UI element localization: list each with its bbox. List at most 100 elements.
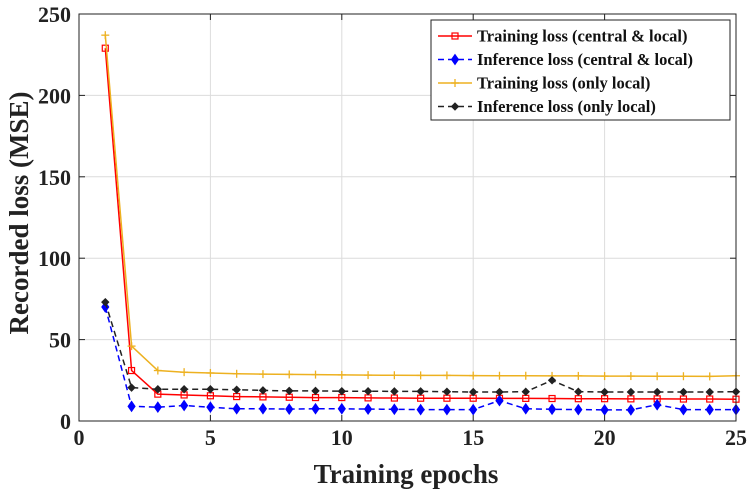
data-point [153, 401, 162, 414]
data-point [451, 32, 459, 40]
data-point [442, 371, 451, 380]
data-point [127, 383, 136, 392]
data-point [705, 372, 714, 381]
data-point [469, 371, 478, 380]
data-point [574, 371, 583, 380]
data-point [337, 387, 347, 396]
data-point [495, 394, 504, 407]
data-point [626, 387, 636, 397]
data-point [153, 385, 163, 394]
y-tick-label: 200 [38, 83, 71, 108]
legend-label: Inference loss (central & local) [477, 50, 693, 69]
legend: Training loss (central & local) Inference… [430, 19, 731, 121]
data-point [548, 394, 556, 403]
data-point [679, 387, 688, 397]
data-point [285, 370, 294, 379]
series-line [104, 48, 737, 400]
data-point [705, 403, 714, 416]
data-point [364, 371, 373, 380]
data-point [468, 387, 478, 397]
data-point [521, 402, 530, 415]
series-2 [101, 301, 741, 416]
y-tick-label: 150 [38, 165, 71, 190]
data-point [626, 372, 635, 381]
legend-label: Inference loss (only local) [477, 97, 656, 116]
legend-entry: Training loss (central & local) [438, 27, 688, 46]
series-4 [101, 297, 741, 397]
data-point [600, 404, 609, 416]
legend-label: Training loss (central & local) [477, 27, 688, 46]
data-point [600, 387, 609, 397]
data-point [180, 399, 189, 412]
data-point [705, 387, 714, 397]
data-point [679, 403, 688, 416]
data-point [390, 387, 399, 396]
y-tick-label: 50 [49, 328, 71, 353]
data-point [390, 403, 399, 416]
data-point [495, 387, 504, 397]
series-3 [101, 31, 740, 381]
data-point [521, 371, 530, 380]
data-point [442, 403, 452, 416]
data-point [179, 385, 189, 394]
x-tick-label: 15 [462, 425, 484, 450]
data-point [495, 371, 504, 380]
data-point [311, 402, 320, 415]
data-point [311, 370, 320, 379]
data-point [442, 387, 452, 396]
x-tick-label: 5 [205, 425, 216, 450]
data-point [101, 44, 109, 52]
data-point [390, 371, 399, 380]
y-tick-label: 100 [38, 246, 71, 271]
data-point [127, 342, 136, 351]
plot-frame [78, 13, 737, 422]
x-tick-label: 10 [331, 425, 353, 450]
data-point [469, 403, 478, 416]
x-axis-label: Training epochs [314, 459, 499, 489]
data-point [600, 372, 609, 381]
data-point [285, 386, 294, 396]
data-point [363, 387, 373, 396]
data-point [258, 402, 268, 415]
y-tick-label: 0 [60, 409, 71, 434]
data-point [652, 387, 662, 397]
x-tick-label: 20 [594, 425, 616, 450]
legend-entry: Inference loss (central & local) [438, 50, 693, 69]
data-point [653, 398, 662, 411]
legend-label: Training loss (only local) [477, 74, 650, 93]
data-point [311, 386, 320, 396]
data-point [416, 387, 425, 396]
data-point [258, 370, 267, 379]
data-point [363, 403, 373, 415]
data-point [127, 366, 136, 375]
legend-box [430, 19, 731, 121]
data-point [547, 403, 557, 416]
data-point [451, 79, 459, 87]
data-point [653, 372, 662, 381]
data-point [416, 403, 425, 416]
data-point [337, 402, 346, 415]
data-point [574, 403, 583, 416]
x-tick-label: 0 [74, 425, 85, 450]
data-series [101, 31, 741, 416]
data-point [232, 402, 241, 415]
data-point [101, 31, 110, 40]
data-point [101, 297, 110, 307]
data-point [450, 53, 460, 66]
y-axis-label: Recorded loss (MSE) [4, 92, 34, 335]
data-point [285, 403, 294, 415]
legend-entry: Inference loss (only local) [438, 97, 656, 116]
data-point [337, 370, 346, 379]
data-point [180, 368, 189, 377]
data-point [232, 369, 241, 378]
legend-entry: Training loss (only local) [438, 74, 650, 93]
data-point [153, 366, 162, 375]
data-point [127, 400, 136, 413]
x-tick-label: 25 [725, 425, 747, 450]
data-point [206, 385, 215, 394]
data-point [574, 387, 583, 396]
data-point [416, 371, 425, 380]
data-point [232, 385, 241, 394]
